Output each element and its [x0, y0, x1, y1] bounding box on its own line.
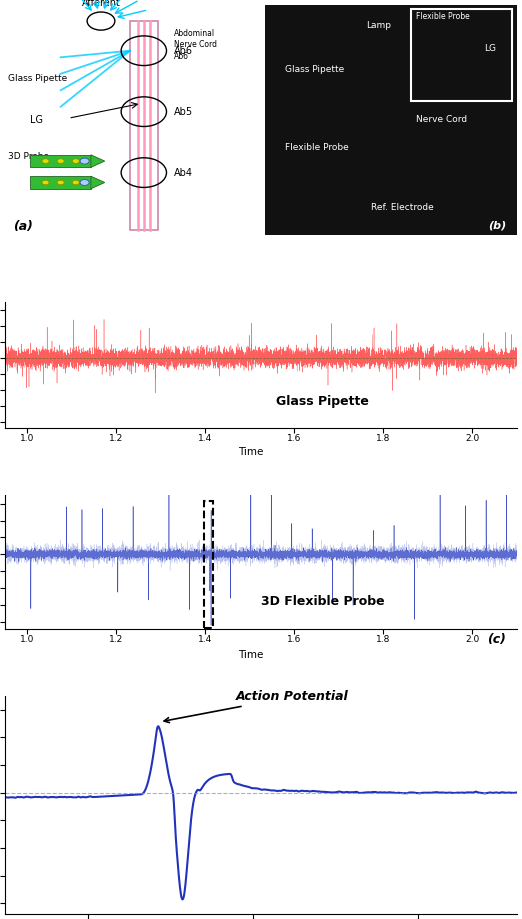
Circle shape — [57, 159, 64, 164]
Bar — [130, 21, 158, 231]
Circle shape — [42, 180, 49, 185]
Text: (c): (c) — [488, 633, 506, 646]
Circle shape — [80, 158, 89, 165]
Text: Lamp: Lamp — [366, 21, 390, 29]
Text: Nerve Cord: Nerve Cord — [416, 116, 467, 124]
Text: Afferent: Afferent — [81, 0, 121, 8]
Text: 3D Flexible Probe: 3D Flexible Probe — [260, 595, 384, 607]
Bar — [204, 501, 213, 628]
Polygon shape — [91, 176, 105, 188]
Circle shape — [80, 179, 89, 186]
Circle shape — [57, 180, 64, 185]
Circle shape — [42, 159, 49, 164]
Text: Time: Time — [238, 448, 264, 458]
Circle shape — [72, 180, 79, 185]
Text: Action Potential: Action Potential — [164, 690, 349, 722]
Text: Flexible Probe: Flexible Probe — [285, 143, 349, 152]
Polygon shape — [91, 154, 105, 167]
Text: Flexible Probe: Flexible Probe — [416, 12, 470, 20]
Bar — [30, 176, 91, 188]
Text: Glass Pipette: Glass Pipette — [8, 74, 67, 84]
Text: Ab4: Ab4 — [174, 167, 193, 177]
Text: 3D Probe: 3D Probe — [8, 152, 49, 161]
Circle shape — [72, 159, 79, 164]
Text: Glass Pipette: Glass Pipette — [285, 64, 344, 74]
Text: LG: LG — [484, 44, 496, 52]
Text: Time: Time — [238, 650, 264, 660]
Text: LG: LG — [30, 115, 43, 125]
Text: Ab5: Ab5 — [174, 107, 193, 117]
Text: Abdominal
Nerve Cord
Ab6: Abdominal Nerve Cord Ab6 — [174, 29, 217, 61]
Text: (b): (b) — [489, 221, 507, 231]
Text: Ab6: Ab6 — [174, 46, 193, 56]
Bar — [411, 9, 512, 101]
Text: (a): (a) — [13, 221, 33, 233]
Bar — [30, 154, 91, 167]
Text: Ref. Electrode: Ref. Electrode — [371, 203, 433, 212]
Text: Glass Pipette: Glass Pipette — [276, 395, 369, 408]
Circle shape — [87, 12, 115, 30]
